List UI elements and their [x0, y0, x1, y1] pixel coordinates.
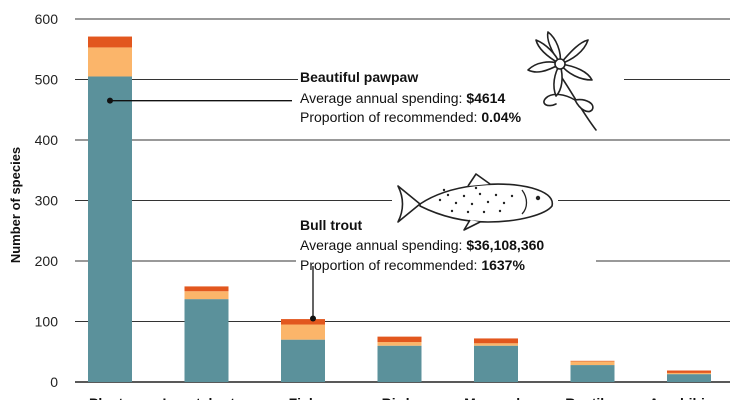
bar-segment	[377, 336, 422, 343]
bar-segment	[474, 338, 518, 344]
y-tick-label: 600	[35, 11, 59, 27]
annotation-proportion: Proportion of recommended: 0.04%	[300, 109, 522, 125]
y-tick-label: 200	[35, 253, 59, 269]
annotation-proportion: Proportion of recommended: 1637%	[300, 257, 525, 273]
y-tick-label: 500	[35, 72, 59, 88]
annotation-spending: Average annual spending: $4614	[300, 90, 505, 106]
bar-segment	[281, 324, 325, 340]
bar-segment	[281, 319, 325, 325]
y-tick-label: 0	[50, 374, 58, 390]
x-category-label: Plants	[89, 395, 131, 400]
bar-segment	[570, 360, 615, 362]
bar-segment	[88, 47, 132, 77]
bar-segment	[570, 361, 615, 366]
bar-segment	[474, 343, 518, 346]
bar-segment	[377, 345, 422, 382]
y-tick-label: 300	[35, 193, 59, 209]
x-category-label: Fish	[289, 395, 318, 400]
bar-segment	[88, 36, 132, 48]
annotation-dot	[107, 97, 113, 104]
annotation-title: Beautiful pawpaw	[300, 69, 418, 85]
x-category-label: Reptiles	[565, 395, 620, 400]
bar-segment	[667, 374, 711, 382]
bar-segment	[88, 76, 132, 382]
y-axis-label: Number of species	[8, 147, 23, 263]
y-axis-ticks: 0 100 200 300 400 500 600	[35, 11, 59, 390]
bar-segment	[281, 339, 325, 382]
x-category-label: Birds	[382, 395, 418, 400]
x-category-label: Invertebrates	[163, 395, 251, 400]
bar-segment	[667, 372, 711, 375]
bar-segment	[377, 342, 422, 346]
bar-segment	[184, 286, 229, 292]
x-category-label: Amphibians	[649, 395, 729, 400]
trout-fish-illustration	[392, 170, 558, 234]
bar-segment	[184, 291, 229, 300]
pawpaw-flower-illustration	[522, 30, 608, 136]
annotation-dot	[310, 315, 316, 322]
bar-segment	[474, 345, 518, 382]
bar-segment	[184, 299, 229, 382]
x-category-label: Mammals	[464, 395, 528, 400]
x-axis-category-labels: Plants Invertebrates Fish Birds Mammals Repti…	[89, 395, 729, 400]
annotation-title: Bull trout	[300, 217, 363, 233]
bar-segment	[667, 370, 711, 373]
bar-segment	[570, 365, 615, 382]
bars	[88, 36, 711, 382]
y-tick-label: 100	[35, 314, 59, 330]
y-tick-label: 400	[35, 132, 59, 148]
annotation-spending: Average annual spending: $36,108,360	[300, 237, 544, 253]
